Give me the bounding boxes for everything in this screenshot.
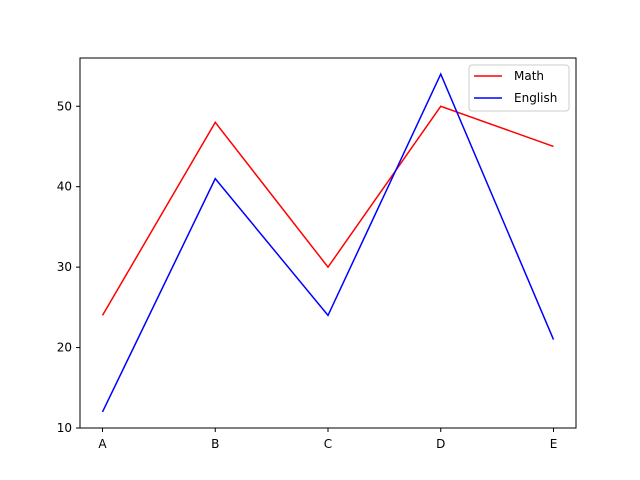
y-tick-label: 40 — [57, 180, 72, 194]
series-lines — [101, 72, 555, 413]
x-tick-label: D — [436, 437, 445, 451]
y-tick-label: 10 — [57, 421, 72, 435]
y-tick-label: 30 — [57, 260, 72, 274]
y-tick-label: 50 — [57, 99, 72, 113]
legend-label-math: Math — [514, 69, 544, 83]
x-tick-label: E — [550, 437, 558, 451]
legend-label-english: English — [514, 91, 557, 105]
x-tick-label: C — [324, 437, 332, 451]
x-tick-label: A — [98, 437, 107, 451]
series-line-math — [101, 105, 554, 316]
series-line-english — [101, 72, 555, 413]
y-tick-label: 20 — [57, 341, 72, 355]
legend: Math English — [468, 64, 570, 112]
y-axis: 10 20 30 40 50 — [57, 99, 80, 435]
plot-background — [80, 58, 576, 428]
x-tick-label: B — [211, 437, 219, 451]
x-axis: A B C D E — [98, 428, 557, 451]
